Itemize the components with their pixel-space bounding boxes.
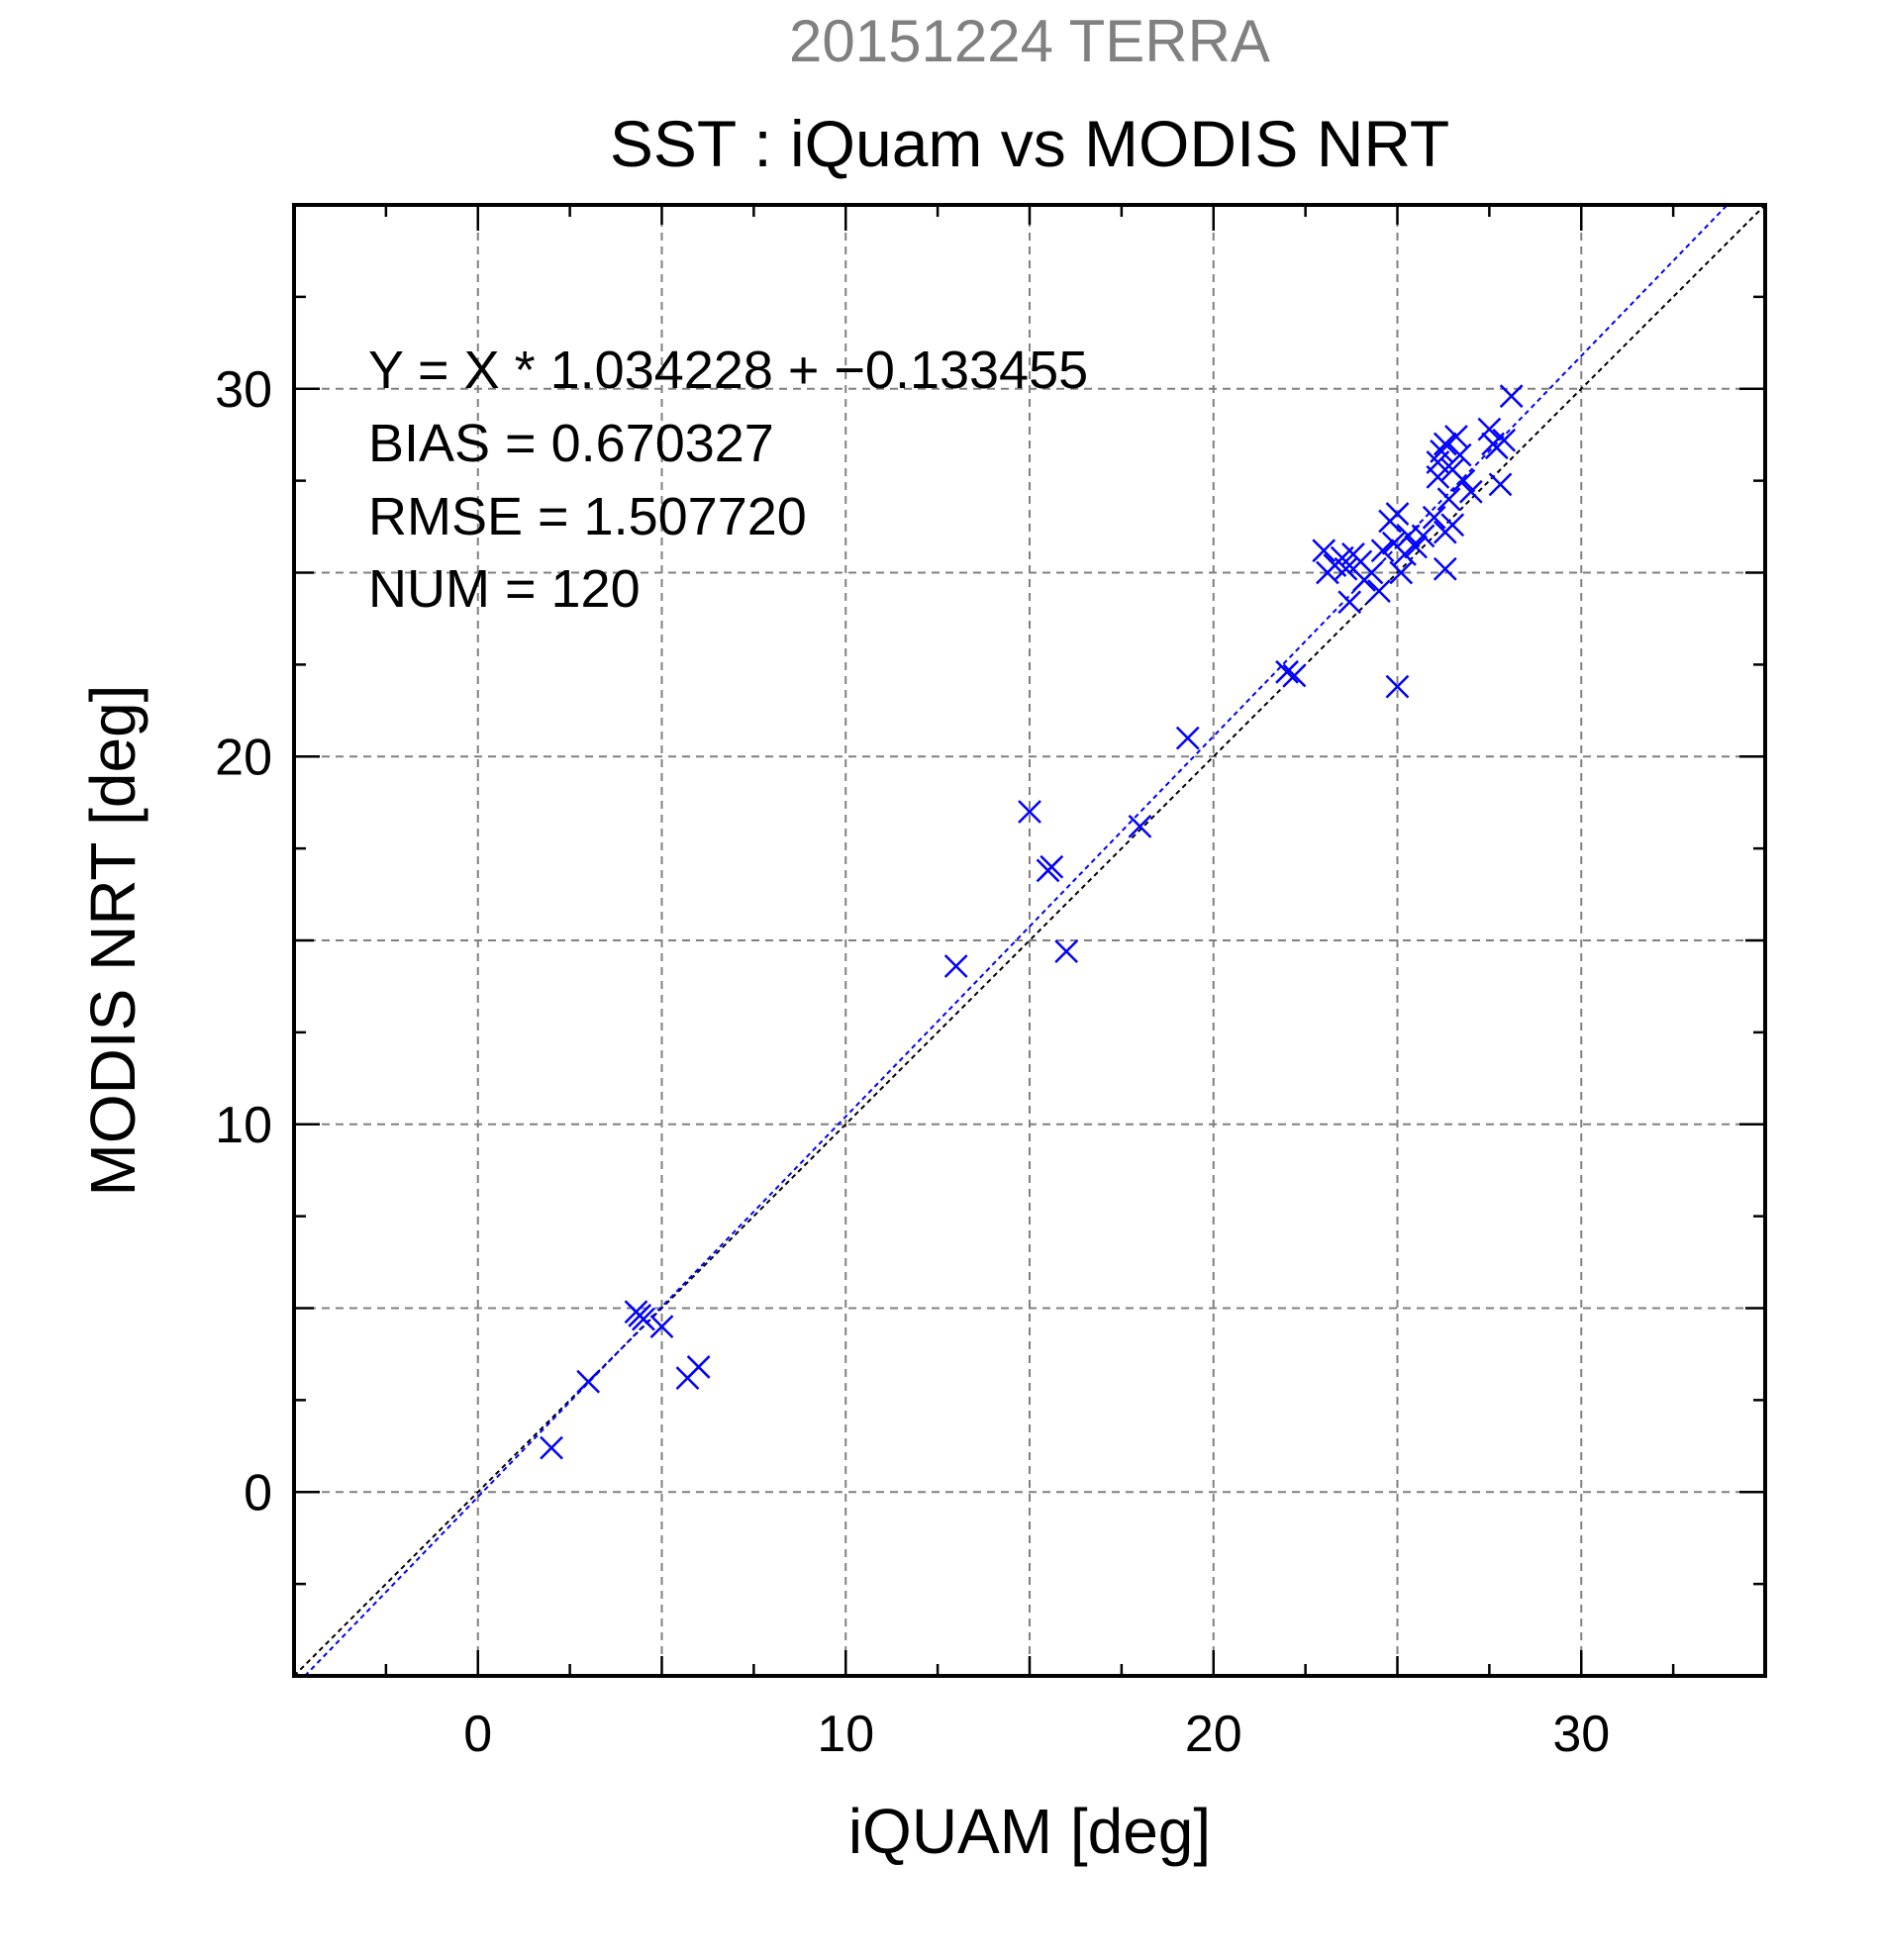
data-point [1389, 560, 1414, 585]
grid [294, 205, 1765, 1676]
data-point [1282, 663, 1307, 688]
y-tick-labels: 0 10 20 30 [215, 361, 272, 1522]
data-point [1433, 556, 1457, 581]
data-point [1018, 800, 1041, 824]
y-tick-label: 30 [215, 361, 272, 419]
data-point [1054, 939, 1079, 964]
data-point [1411, 524, 1436, 548]
data-point [1385, 502, 1410, 526]
data-point [1458, 479, 1483, 504]
x-tick-label: 10 [817, 1706, 874, 1763]
reference-lines [293, 204, 1766, 1677]
data-point [649, 1315, 674, 1338]
y-tick-label: 10 [215, 1097, 272, 1154]
data-point [1440, 513, 1465, 538]
data-point [1447, 442, 1472, 467]
data-point [576, 1369, 601, 1394]
chart-supertitle: 20151224 TERRA [789, 8, 1270, 74]
y-axis-label: MODIS NRT [deg] [77, 685, 148, 1197]
data-point [1422, 505, 1446, 530]
chart-title: SST : iQuam vs MODIS NRT [610, 107, 1449, 180]
data-point [1404, 535, 1428, 559]
data-point [1334, 556, 1358, 581]
data-point [1444, 425, 1468, 448]
stat-num: NUM = 120 [368, 559, 641, 619]
scatter-points [540, 384, 1524, 1460]
regression-line [304, 204, 1729, 1677]
data-point [1128, 814, 1152, 838]
data-point [1433, 432, 1457, 456]
data-point [540, 1435, 563, 1460]
data-point [1040, 854, 1064, 879]
data-point [1492, 428, 1517, 452]
x-axis-label: iQUAM [deg] [848, 1796, 1211, 1867]
data-point [686, 1355, 711, 1379]
data-point [1175, 726, 1200, 750]
data-point [1370, 539, 1395, 563]
data-point [1359, 560, 1384, 585]
x-tick-label: 30 [1552, 1706, 1610, 1763]
stats-box: Y = X * 1.034228 + −0.133455 BIAS = 0.67… [368, 341, 1088, 619]
y-tick-label: 20 [215, 729, 272, 786]
x-tick-label: 20 [1185, 1706, 1242, 1763]
data-point [943, 954, 968, 978]
data-point [1312, 539, 1336, 563]
stat-regression: Y = X * 1.034228 + −0.133455 [368, 341, 1088, 400]
data-point [1477, 417, 1502, 441]
data-point [1499, 384, 1524, 409]
data-point [1436, 487, 1461, 512]
y-tick-label: 0 [244, 1464, 272, 1521]
data-point [1393, 542, 1417, 566]
data-point [1451, 468, 1476, 493]
data-point [1426, 465, 1450, 489]
plot-frame [292, 203, 1767, 1678]
x-tick-label: 0 [463, 1706, 492, 1763]
data-point [1488, 472, 1513, 497]
stat-bias: BIAS = 0.670327 [368, 414, 774, 473]
data-point [1367, 579, 1391, 603]
x-tick-labels: 0 10 20 30 [463, 1706, 1610, 1763]
data-point [1275, 659, 1299, 684]
data-point [1337, 590, 1362, 615]
data-point [632, 1307, 655, 1331]
data-point [1385, 674, 1410, 699]
stat-rmse: RMSE = 1.507720 [368, 487, 807, 546]
